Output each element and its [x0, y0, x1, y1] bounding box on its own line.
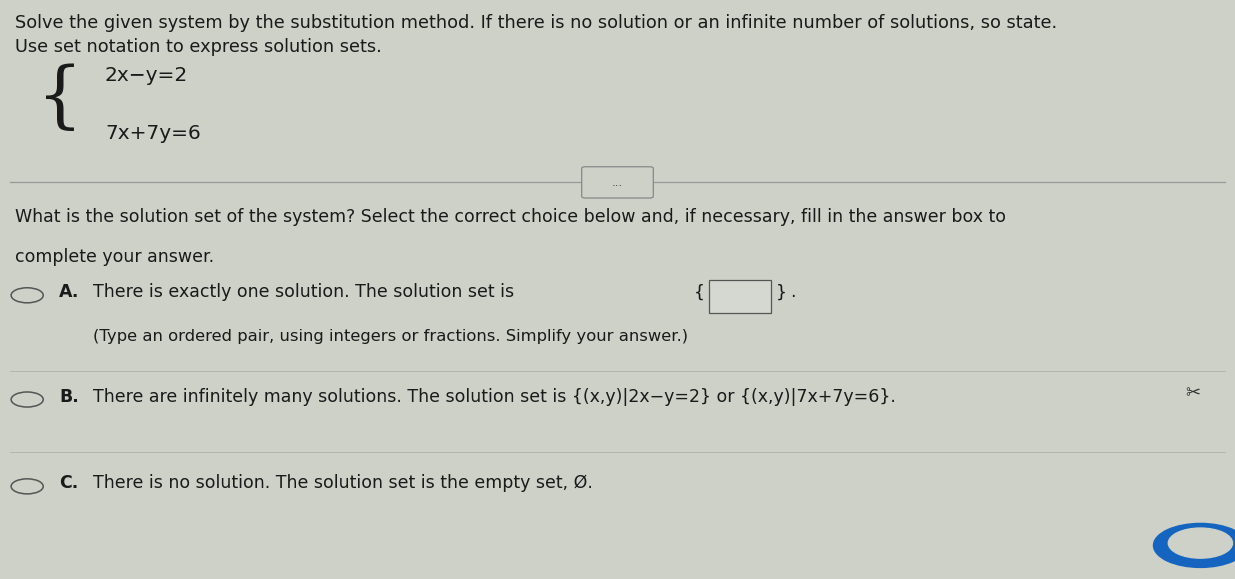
Text: C.: C. — [59, 474, 79, 493]
Text: B.: B. — [59, 387, 79, 406]
Text: }: } — [776, 283, 787, 302]
Text: complete your answer.: complete your answer. — [15, 248, 214, 266]
FancyBboxPatch shape — [709, 280, 771, 313]
Text: What is the solution set of the system? Select the correct choice below and, if : What is the solution set of the system? … — [15, 208, 1005, 226]
Circle shape — [1167, 552, 1192, 563]
Text: Solve the given system by the substitution method. If there is no solution or an: Solve the given system by the substituti… — [15, 14, 1057, 32]
Text: Use set notation to express solution sets.: Use set notation to express solution set… — [15, 38, 382, 56]
Text: 7x+7y=6: 7x+7y=6 — [105, 124, 201, 142]
Text: (Type an ordered pair, using integers or fractions. Simplify your answer.): (Type an ordered pair, using integers or… — [93, 329, 688, 344]
FancyBboxPatch shape — [582, 167, 653, 198]
Text: A.: A. — [59, 283, 79, 302]
Text: There is exactly one solution. The solution set is: There is exactly one solution. The solut… — [93, 283, 519, 302]
Text: {: { — [37, 63, 83, 134]
Text: There are infinitely many solutions. The solution set is {(x,y)|2x−y=2} or {(x,y: There are infinitely many solutions. The… — [93, 387, 895, 406]
Text: .: . — [790, 283, 795, 302]
Text: {: { — [694, 283, 705, 302]
Text: ✂: ✂ — [1186, 384, 1200, 403]
Text: ...: ... — [611, 176, 624, 189]
Circle shape — [1168, 528, 1233, 558]
Circle shape — [1153, 523, 1235, 567]
Text: 2x−y=2: 2x−y=2 — [105, 66, 188, 85]
Text: There is no solution. The solution set is the empty set, Ø.: There is no solution. The solution set i… — [93, 474, 593, 493]
